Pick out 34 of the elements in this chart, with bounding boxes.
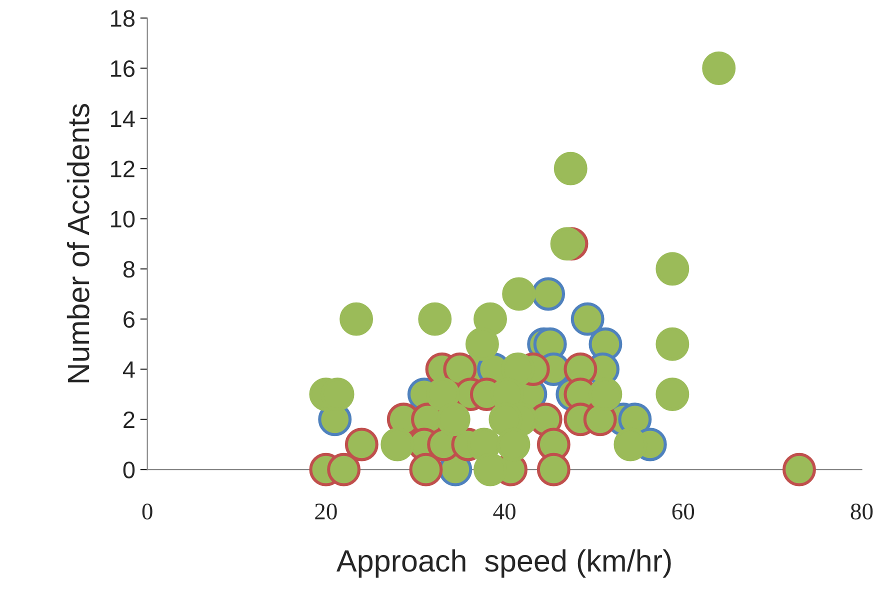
y-tick-label: 4 <box>122 362 135 378</box>
y-tick-label: 6 <box>124 311 135 328</box>
point <box>656 378 690 412</box>
point <box>656 327 690 361</box>
point <box>344 428 378 462</box>
y-tick-label: 2 <box>124 411 134 428</box>
y-tick-label: 14 <box>111 110 135 127</box>
y-tick-label: 12 <box>111 160 134 178</box>
point <box>418 302 452 336</box>
x-tick-label: 0 <box>142 504 152 520</box>
point <box>340 302 374 336</box>
x-tick-label: 60 <box>672 504 694 520</box>
y-tick-label: 0 <box>123 462 135 478</box>
y-tick-label: 18 <box>111 10 135 27</box>
point <box>502 277 536 311</box>
point <box>327 452 361 486</box>
x-tick-label: 20 <box>315 504 337 520</box>
point <box>536 452 570 486</box>
point <box>532 277 566 311</box>
x-tick-label: 40 <box>493 504 516 520</box>
y-tick-label: 16 <box>111 60 135 78</box>
point <box>702 51 736 85</box>
point <box>570 302 604 336</box>
point <box>380 428 414 462</box>
point <box>656 252 690 286</box>
y-tick-label: 8 <box>123 260 135 278</box>
y-tick-label: 10 <box>111 210 135 228</box>
point <box>409 452 443 486</box>
point <box>554 152 588 186</box>
x-tick-label: 80 <box>850 504 873 520</box>
point <box>782 452 816 486</box>
x-axis-title: Approach speed (km/hr) <box>336 549 671 578</box>
y-axis-title: Number of Accidents <box>66 104 90 382</box>
point <box>465 327 499 361</box>
